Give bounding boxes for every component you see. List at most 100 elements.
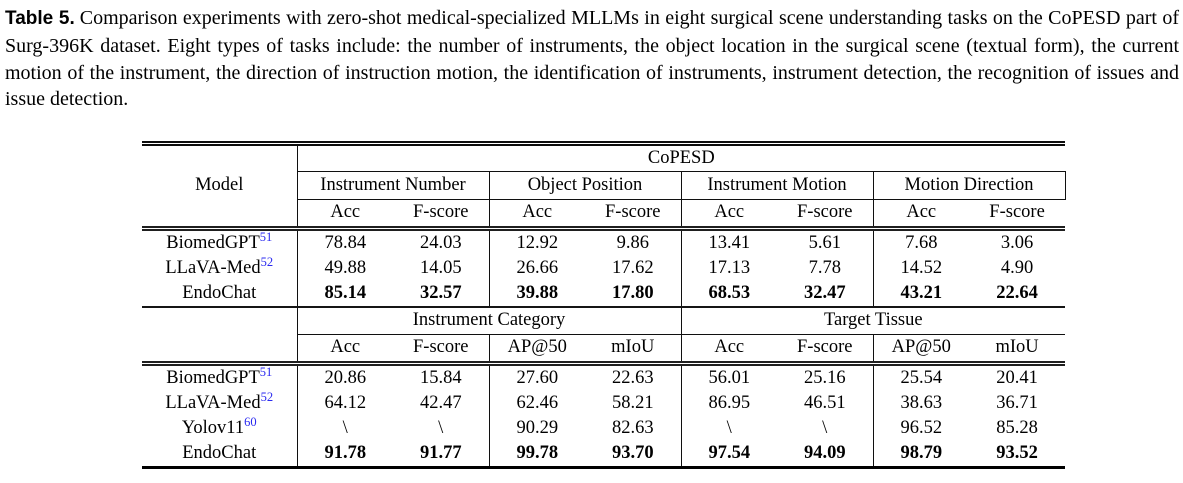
sub-header: Acc (680, 334, 777, 366)
metric-value: 82.63 (611, 417, 654, 438)
sub-header: AP@50 (872, 334, 969, 366)
citation-link[interactable]: 52 (260, 256, 274, 269)
metric-value: 7.68 (872, 228, 969, 256)
model-name: EndoChat (142, 281, 298, 308)
sub-header: F-score (393, 199, 489, 231)
sub-header: F-score (969, 199, 1066, 231)
model-name: Yolov1160 (142, 416, 298, 441)
sub-header: Acc (680, 199, 777, 231)
metric-value: 20.41 (996, 367, 1038, 388)
metric-value: 32.57 (393, 281, 489, 308)
sub-header: Acc (488, 199, 585, 231)
metric-value: 26.66 (488, 256, 585, 281)
sub-header: F-score (393, 334, 489, 366)
model-name: BiomedGPT51 (142, 228, 298, 256)
metric-value: 4.90 (1000, 257, 1034, 278)
group-header: Motion Direction (872, 171, 1066, 200)
metric-value: 14.52 (872, 256, 969, 281)
model-column-spacer (142, 307, 298, 366)
metric-value: 94.09 (803, 442, 846, 463)
model-name: LLaVA-Med52 (142, 256, 298, 281)
metric-value: \ (438, 417, 444, 438)
metric-value: 25.16 (803, 367, 846, 388)
metric-value: 17.13 (680, 256, 777, 281)
metric-value: 38.63 (872, 391, 969, 416)
sub-header: Acc (297, 199, 393, 231)
dataset-header: CoPESD (647, 147, 715, 168)
citation-link[interactable]: 51 (259, 229, 273, 244)
metric-value: 39.88 (488, 281, 585, 308)
group-header: Instrument Number (297, 171, 489, 200)
metric-value: \ (822, 417, 828, 438)
model-name-text: BiomedGPT (166, 367, 260, 388)
model-column-header: Model (142, 143, 298, 231)
metric-value: 93.70 (611, 442, 654, 463)
metric-value: 91.78 (324, 442, 367, 463)
table-caption-text: Comparison experiments with zero-shot me… (5, 7, 1179, 111)
metric-value: 86.95 (680, 391, 777, 416)
citation-link[interactable]: 60 (244, 416, 257, 429)
model-name-text: LLaVA-Med (165, 257, 261, 278)
metric-value: 17.80 (585, 281, 681, 308)
metric-value: 91.77 (419, 442, 462, 463)
metric-value: 5.61 (808, 232, 841, 253)
model-name: EndoChat (142, 441, 298, 468)
model-name-text: LLaVA-Med (165, 392, 261, 413)
metric-value: 85.28 (996, 417, 1038, 438)
metric-value: 27.60 (488, 363, 585, 391)
metric-value: 14.05 (419, 257, 462, 278)
group-header: Instrument Category (297, 307, 681, 335)
citation-link[interactable]: 51 (259, 364, 273, 379)
model-name: BiomedGPT51 (142, 363, 298, 391)
model-name-text: EndoChat (182, 442, 257, 463)
metric-value: 98.79 (872, 441, 969, 468)
sub-header: mIoU (969, 334, 1066, 366)
metric-value: 32.47 (777, 281, 873, 308)
metric-value: 25.54 (872, 363, 969, 391)
metric-value: 20.86 (324, 367, 367, 388)
metric-value: 7.78 (808, 257, 841, 278)
metric-value: 42.47 (419, 392, 462, 413)
metric-value: 12.92 (488, 228, 585, 256)
metric-value: 64.12 (324, 392, 367, 413)
group-header: Target Tissue (680, 307, 1066, 335)
metric-value: 99.78 (488, 441, 585, 468)
metric-value: 24.03 (419, 232, 462, 253)
metric-value: 97.54 (680, 441, 777, 468)
metric-value: 43.21 (872, 281, 969, 308)
metric-value: 62.46 (488, 391, 585, 416)
metric-value: 13.41 (680, 228, 777, 256)
model-name-text: Yolov11 (181, 417, 245, 438)
metric-value: 93.52 (996, 442, 1038, 463)
table-caption: Table 5. Comparison experiments with zero… (5, 5, 1179, 113)
table-caption-label: Table 5. (5, 8, 75, 29)
metric-value: 90.29 (488, 416, 585, 441)
metric-value: 78.84 (324, 232, 367, 253)
metric-value: 96.52 (872, 416, 969, 441)
metric-value: \ (342, 417, 348, 438)
group-header: Instrument Motion (680, 171, 873, 200)
metric-value: 46.51 (803, 392, 846, 413)
citation-link[interactable]: 52 (260, 391, 274, 404)
metric-value: 3.06 (1000, 232, 1034, 253)
metric-value: 56.01 (680, 363, 777, 391)
model-name-text: BiomedGPT (166, 232, 260, 253)
sub-header: Acc (872, 199, 969, 231)
model-name: LLaVA-Med52 (142, 391, 298, 416)
metric-value: 17.62 (611, 257, 654, 278)
metric-value: 58.21 (611, 392, 654, 413)
metric-value: 49.88 (324, 257, 367, 278)
results-table: Model CoPESD Instrument Number Object Posit… (142, 141, 1066, 469)
sub-header: F-score (777, 199, 873, 231)
sub-header: AP@50 (488, 334, 585, 366)
metric-value: 36.71 (996, 392, 1038, 413)
metric-value: \ (680, 416, 777, 441)
model-name-text: EndoChat (182, 282, 257, 303)
metric-value: 22.63 (611, 367, 654, 388)
sub-header: Acc (297, 334, 393, 366)
metric-value: 15.84 (419, 367, 462, 388)
metric-value: 85.14 (297, 281, 393, 308)
metric-value: 9.86 (616, 232, 649, 253)
metric-value: 68.53 (680, 281, 777, 308)
